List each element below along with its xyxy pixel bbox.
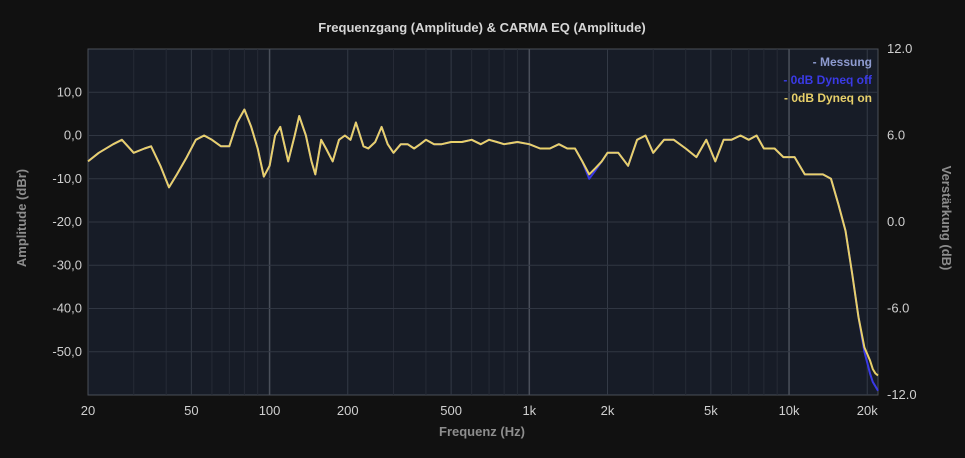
legend-entry: - Messung (813, 55, 872, 69)
legend-entry: - 0dB Dyneq on (784, 91, 872, 105)
y-tick-label: 0,0 (64, 128, 82, 143)
series-layer (87, 108, 879, 392)
y-tick-label: 10,0 (57, 84, 82, 99)
y2-tick-label: -6.0 (887, 301, 909, 316)
x-tick-label: 20k (857, 403, 878, 418)
y-tick-label: -10,0 (52, 171, 82, 186)
x-tick-label: 50 (184, 403, 198, 418)
x-tick-label: 5k (704, 403, 718, 418)
y-tick-label: -40,0 (52, 301, 82, 316)
y-tick-label: -20,0 (52, 214, 82, 229)
chart-title: Frequenzgang (Amplitude) & CARMA EQ (Amp… (318, 20, 645, 35)
legend: - Messung - 0dB Dyneq off - 0dB Dyneq on (783, 55, 873, 105)
y2-tick-label: 0.0 (887, 214, 905, 229)
grid (88, 49, 878, 395)
legend-entry: - 0dB Dyneq off (783, 73, 873, 87)
y2-tick-label: 6.0 (887, 128, 905, 143)
x-tick-label: 1k (522, 403, 536, 418)
x-tick-label: 100 (259, 403, 281, 418)
x-tick-label: 500 (440, 403, 462, 418)
y2-tick-label: -12.0 (887, 387, 917, 402)
y-tick-label: -50,0 (52, 344, 82, 359)
y-axis-ticks: 10,0 0,0 -10,0 -20,0 -30,0 -40,0 -50,0 (52, 84, 82, 359)
x-axis-ticks: 20 50 100 200 500 1k 2k 5k 10k 20k (81, 403, 878, 418)
x-tick-label: 20 (81, 403, 95, 418)
x-tick-label: 2k (601, 403, 615, 418)
x-tick-label: 200 (337, 403, 359, 418)
y-tick-label: -30,0 (52, 257, 82, 272)
x-tick-label: 10k (779, 403, 800, 418)
y2-axis-ticks: 12.0 6.0 0.0 -6.0 -12.0 (887, 41, 917, 402)
y2-tick-label: 12.0 (887, 41, 912, 56)
y-axis-title: Amplitude (dBr) (14, 169, 29, 267)
y2-axis-title: Verstärkung (dB) (939, 166, 954, 271)
series-line-3 (87, 108, 879, 377)
x-axis-title: Frequenz (Hz) (439, 424, 525, 439)
